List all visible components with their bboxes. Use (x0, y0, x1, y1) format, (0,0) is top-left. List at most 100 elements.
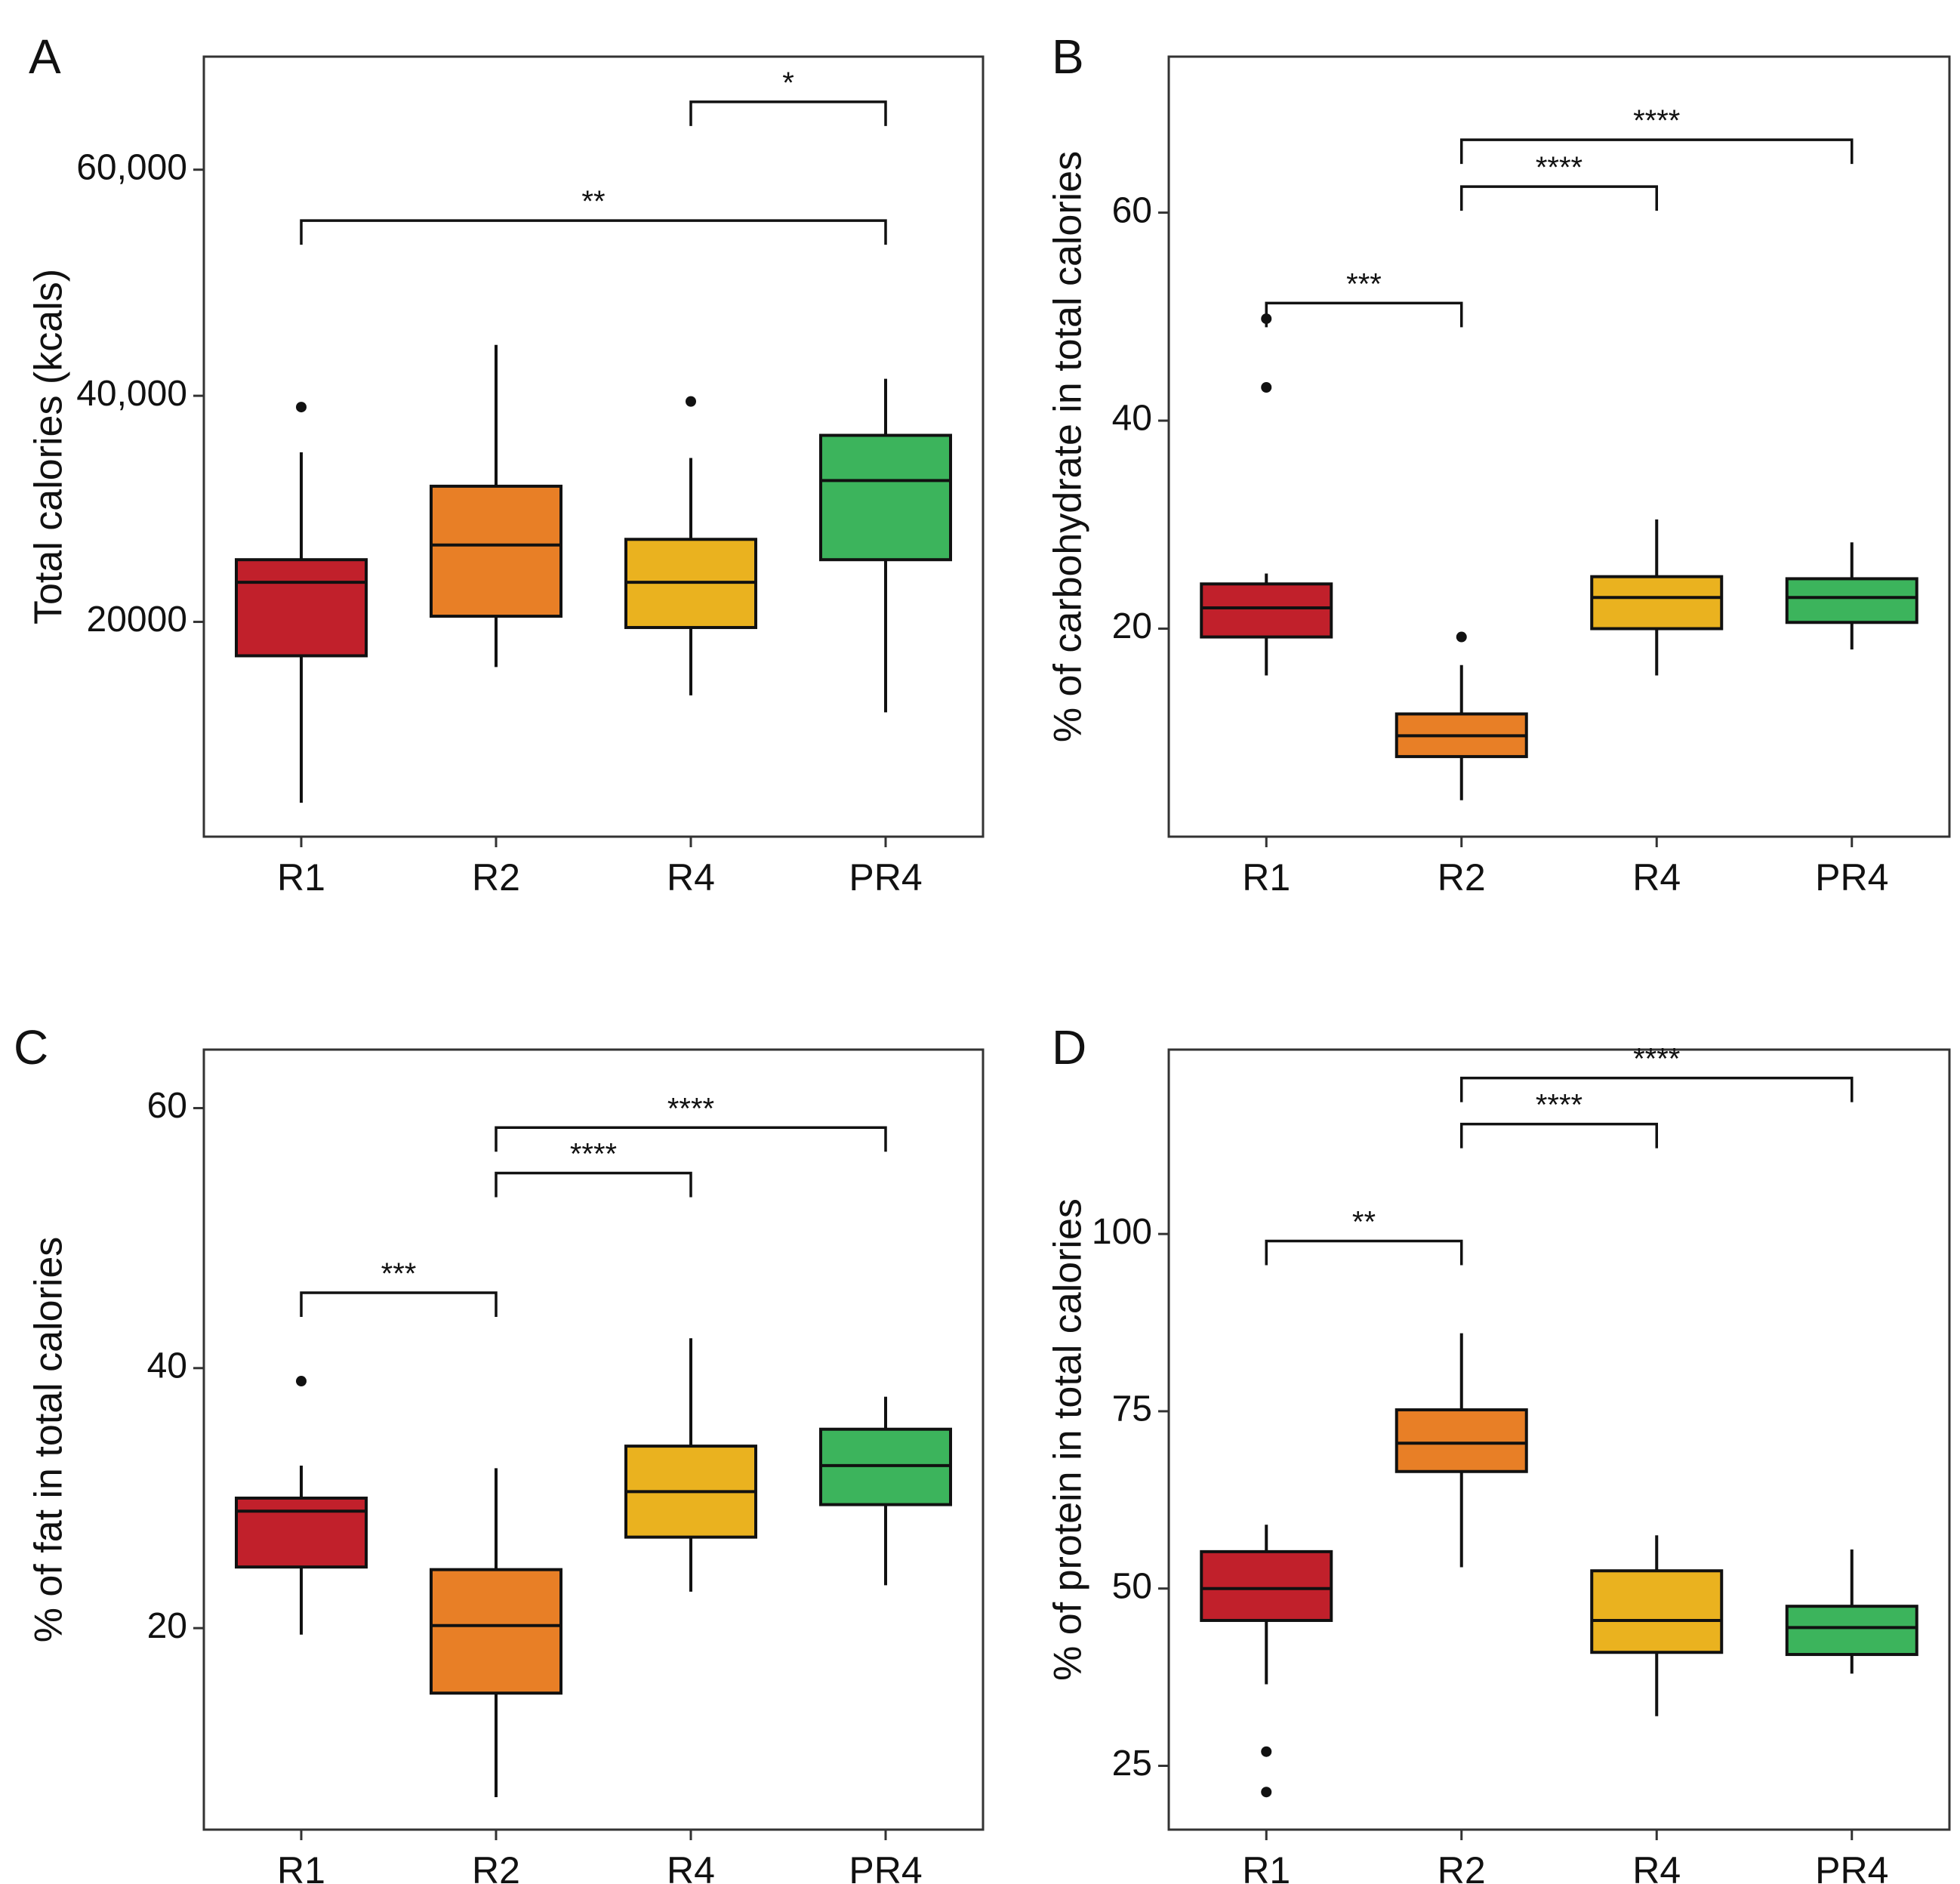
y-tick-label: 20000 (87, 600, 187, 640)
outlier-point (296, 1376, 307, 1387)
box-iqr (235, 558, 368, 658)
box-R4 (1590, 1535, 1724, 1716)
box-iqr (819, 433, 952, 562)
bracket-line (300, 219, 887, 245)
panel-label-D: D (1052, 1020, 1086, 1075)
box-iqr (430, 1568, 562, 1695)
box-iqr (1590, 1569, 1724, 1654)
significance-label: *** (1346, 267, 1382, 301)
x-tick-label-R2: R2 (1438, 1849, 1486, 1884)
box-R2 (1394, 631, 1528, 800)
box-iqr (1785, 577, 1918, 624)
box-PR4 (819, 1396, 952, 1586)
significance-bracket: **** (1460, 1043, 1854, 1102)
box-R1 (235, 1376, 368, 1635)
y-tick-label: 60,000 (76, 147, 187, 187)
y-axis-label: % of protein in total calories (1046, 1198, 1090, 1681)
box-PR4 (1785, 542, 1918, 650)
outlier-point (686, 396, 696, 407)
significance-bracket: **** (495, 1092, 887, 1152)
significance-bracket: ** (1265, 1206, 1463, 1266)
significance-bracket: **** (1460, 1089, 1658, 1149)
box-iqr (1785, 1605, 1918, 1657)
outlier-point (296, 402, 307, 413)
box-R4 (1590, 519, 1724, 676)
x-tick-label-R4: R4 (1632, 856, 1681, 899)
outlier-point (1261, 1746, 1272, 1757)
significance-label: **** (1536, 151, 1582, 184)
y-tick-label: 50 (1112, 1566, 1152, 1606)
box-iqr (1200, 582, 1333, 639)
y-axis-label: % of fat in total calories (27, 1237, 71, 1643)
bracket-line (1265, 1239, 1463, 1266)
bracket-line (1460, 138, 1854, 165)
significance-bracket: **** (1460, 104, 1854, 165)
significance-label: **** (667, 1092, 714, 1125)
panel-B: B 20 40 60 % of carbohydrate in total calori… (1046, 29, 1951, 899)
panel-A: A 20000 40,000 60,000 Total calories (kcals)… (27, 29, 985, 899)
significance-label: *** (381, 1257, 417, 1290)
box-R4 (624, 396, 757, 695)
plot-frame (202, 55, 985, 838)
panel-label-A: A (29, 29, 61, 84)
box-iqr (1590, 575, 1724, 631)
box-R1 (1200, 1525, 1333, 1798)
box-iqr (1394, 1408, 1528, 1473)
significance-bracket: **** (1460, 151, 1658, 211)
box-R1 (235, 402, 368, 803)
panel-D: D 25 50 75 100% of protein in total calories… (1046, 1020, 1951, 1884)
x-tick-label-R2: R2 (472, 856, 520, 899)
y-tick-label: 40 (147, 1346, 187, 1386)
significance-bracket: **** (495, 1138, 692, 1198)
panel-label-B: B (1052, 29, 1084, 84)
box-R2 (430, 344, 562, 668)
plot-frame (1167, 1048, 1951, 1831)
x-tick-label-R4: R4 (1632, 1849, 1681, 1884)
y-tick-label: 20 (1112, 606, 1152, 646)
significance-label: * (782, 66, 794, 100)
box-PR4 (1785, 1549, 1918, 1674)
y-tick-label: 60 (1112, 190, 1152, 230)
x-tick-label-PR4: PR4 (1815, 856, 1888, 899)
panel-label-C: C (14, 1020, 48, 1075)
y-tick-label: 40,000 (76, 374, 187, 414)
bracket-line (495, 1126, 887, 1152)
box-PR4 (819, 378, 952, 713)
box-iqr (235, 1496, 368, 1569)
significance-bracket: ** (300, 185, 887, 245)
x-tick-label-R1: R1 (1242, 1849, 1290, 1884)
x-tick-label-R2: R2 (1438, 856, 1486, 899)
y-axis-label: % of carbohydrate in total calories (1046, 151, 1090, 742)
significance-label: **** (1633, 1043, 1680, 1076)
significance-label: **** (570, 1138, 617, 1171)
y-tick-label: 40 (1112, 399, 1152, 439)
significance-bracket: * (689, 66, 887, 126)
bracket-line (1265, 301, 1463, 328)
y-tick-label: 60 (147, 1086, 187, 1126)
y-tick-label: 100 (1092, 1212, 1152, 1252)
box-iqr (1200, 1549, 1333, 1622)
y-axis-label: Total calories (kcals) (27, 269, 71, 624)
x-tick-label-R4: R4 (667, 1849, 715, 1884)
box-R4 (624, 1338, 757, 1592)
significance-bracket: *** (1265, 267, 1463, 328)
outlier-point (1456, 631, 1467, 643)
bracket-line (689, 100, 887, 126)
bracket-line (300, 1291, 498, 1317)
outlier-point (1261, 1787, 1272, 1798)
y-tick-label: 25 (1112, 1744, 1152, 1784)
box-iqr (430, 484, 562, 618)
box-R2 (430, 1468, 562, 1797)
bracket-line (1460, 185, 1658, 211)
x-tick-label-R4: R4 (667, 856, 715, 899)
significance-bracket: *** (300, 1257, 498, 1317)
bracket-line (1460, 1076, 1854, 1102)
significance-label: ** (1352, 1206, 1376, 1239)
x-tick-label-R1: R1 (277, 1849, 325, 1884)
panel-C: C 20 40 60 % of fat in total calories R1 R2 R4 P… (14, 1020, 985, 1884)
outlier-point (1261, 381, 1272, 393)
x-tick-label-R1: R1 (277, 856, 325, 899)
x-tick-label-R2: R2 (472, 1849, 520, 1884)
plot-frame (1167, 55, 1951, 838)
